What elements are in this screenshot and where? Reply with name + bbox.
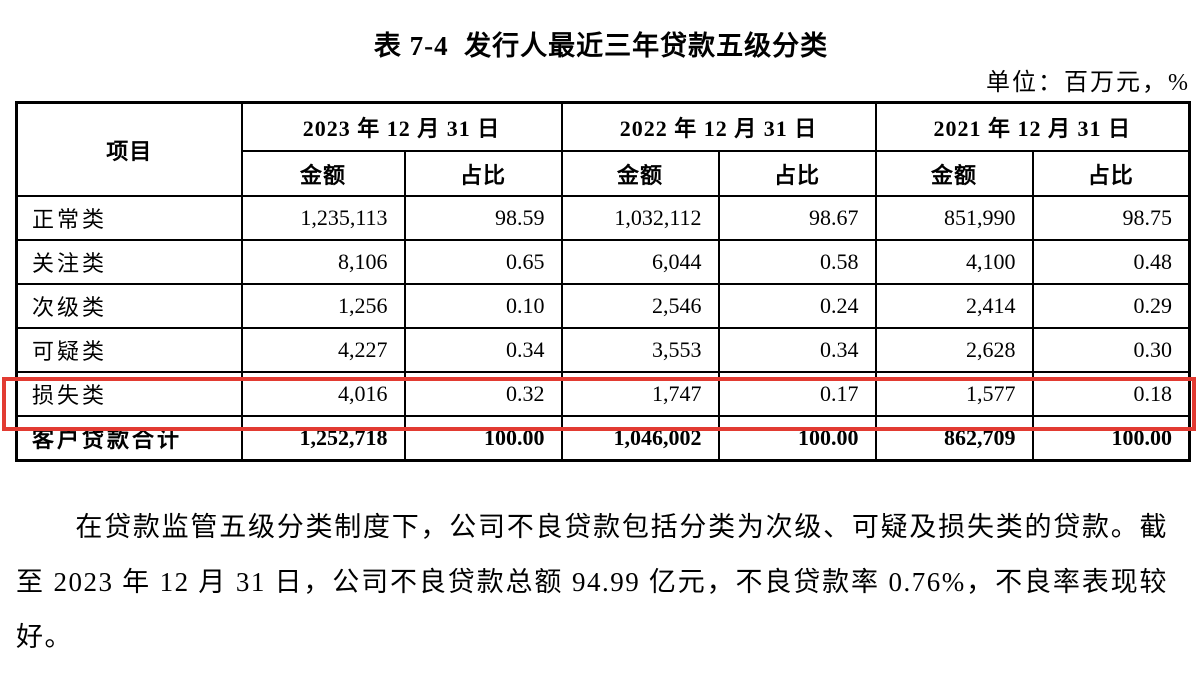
col-header-ratio: 占比 xyxy=(717,150,877,197)
cell-ratio: 0.34 xyxy=(403,327,563,373)
col-header-amount: 金额 xyxy=(240,150,406,197)
header-row-measures: 金额 占比 金额 占比 金额 占比 xyxy=(17,150,1191,197)
col-header-period-2023: 2023 年 12 月 31 日 xyxy=(240,101,563,152)
col-header-ratio: 占比 xyxy=(1031,150,1191,197)
cell-amount: 4,100 xyxy=(874,239,1034,285)
cell-amount: 4,016 xyxy=(240,371,406,417)
cell-amount: 4,227 xyxy=(240,327,406,373)
table-row-total: 客户贷款合计 1,252,718 100.00 1,046,002 100.00… xyxy=(15,415,1191,462)
cell-ratio: 98.75 xyxy=(1031,195,1191,241)
row-label: 客户贷款合计 xyxy=(15,415,243,462)
cell-ratio: 0.24 xyxy=(717,283,877,329)
cell-ratio: 0.65 xyxy=(403,239,563,285)
table-row-loss: 损失类 4,016 0.32 1,747 0.17 1,577 0.18 xyxy=(15,371,1191,417)
cell-amount: 2,546 xyxy=(560,283,720,329)
row-label: 正常类 xyxy=(15,195,243,241)
col-header-item: 项目 xyxy=(15,101,243,197)
col-header-period-2021: 2021 年 12 月 31 日 xyxy=(874,101,1191,152)
row-label: 关注类 xyxy=(15,239,243,285)
cell-ratio: 0.18 xyxy=(1031,371,1191,417)
row-label: 次级类 xyxy=(15,283,243,329)
cell-ratio: 0.30 xyxy=(1031,327,1191,373)
cell-amount: 851,990 xyxy=(874,195,1034,241)
col-header-amount: 金额 xyxy=(874,150,1034,197)
cell-ratio: 0.29 xyxy=(1031,283,1191,329)
loan-classification-table: 项目 2023 年 12 月 31 日 2022 年 12 月 31 日 202… xyxy=(15,101,1191,462)
cell-amount: 1,256 xyxy=(240,283,406,329)
cell-amount: 8,106 xyxy=(240,239,406,285)
row-label: 损失类 xyxy=(15,371,243,417)
col-header-ratio: 占比 xyxy=(403,150,563,197)
cell-ratio: 0.17 xyxy=(717,371,877,417)
cell-amount: 6,044 xyxy=(560,239,720,285)
row-label: 可疑类 xyxy=(15,327,243,373)
table-title: 表 7-4 发行人最近三年贷款五级分类 xyxy=(373,31,829,61)
col-header-period-2022: 2022 年 12 月 31 日 xyxy=(560,101,877,152)
cell-ratio: 0.34 xyxy=(717,327,877,373)
unit-label: 单位：百万元，% xyxy=(986,70,1190,96)
cell-ratio: 98.59 xyxy=(403,195,563,241)
cell-amount: 2,414 xyxy=(874,283,1034,329)
table-row-doubtful: 可疑类 4,227 0.34 3,553 0.34 2,628 0.30 xyxy=(15,327,1191,373)
cell-ratio: 0.32 xyxy=(403,371,563,417)
cell-ratio: 0.48 xyxy=(1031,239,1191,285)
cell-amount: 1,235,113 xyxy=(240,195,406,241)
header-row-periods: 项目 2023 年 12 月 31 日 2022 年 12 月 31 日 202… xyxy=(15,101,1191,197)
cell-ratio: 98.67 xyxy=(717,195,877,241)
cell-amount: 3,553 xyxy=(560,327,720,373)
cell-amount: 1,747 xyxy=(560,371,720,417)
cell-amount: 1,577 xyxy=(874,371,1034,417)
cell-ratio: 0.58 xyxy=(717,239,877,285)
cell-ratio: 0.10 xyxy=(403,283,563,329)
cell-ratio: 100.00 xyxy=(717,415,877,462)
table-row-substandard: 次级类 1,256 0.10 2,546 0.24 2,414 0.29 xyxy=(15,283,1191,329)
cell-amount: 2,628 xyxy=(874,327,1034,373)
cell-amount: 862,709 xyxy=(874,415,1034,462)
table-row-special-mention: 关注类 8,106 0.65 6,044 0.58 4,100 0.48 xyxy=(15,239,1191,285)
body-paragraph: 在贷款监管五级分类制度下，公司不良贷款包括分类为次级、可疑及损失类的贷款。截至 … xyxy=(16,512,1168,652)
cell-amount: 1,032,112 xyxy=(560,195,720,241)
cell-amount: 1,252,718 xyxy=(240,415,406,462)
cell-ratio: 100.00 xyxy=(1031,415,1191,462)
cell-ratio: 100.00 xyxy=(403,415,563,462)
cell-amount: 1,046,002 xyxy=(560,415,720,462)
col-header-amount: 金额 xyxy=(560,150,720,197)
table-row-normal: 正常类 1,235,113 98.59 1,032,112 98.67 851,… xyxy=(15,195,1191,241)
